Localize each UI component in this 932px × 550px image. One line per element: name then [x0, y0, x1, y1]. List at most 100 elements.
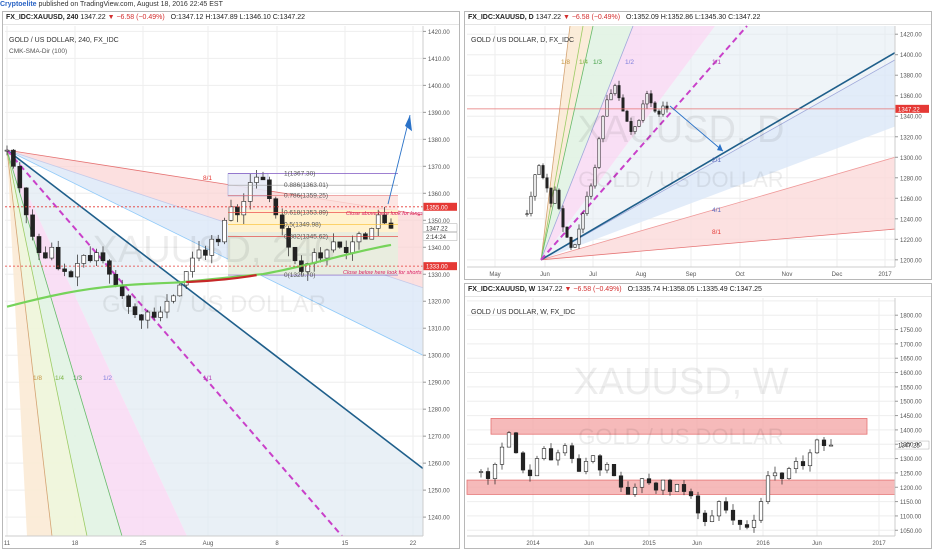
- high-value: H:1358.05: [662, 286, 695, 293]
- candle-body: [793, 461, 799, 469]
- candle-body: [17, 166, 23, 189]
- time-tick-label: Aug: [203, 541, 214, 547]
- candle-body: [541, 165, 545, 179]
- candle-body: [241, 201, 247, 216]
- candle-body: [520, 452, 526, 471]
- time-tick-label: 2014: [526, 541, 540, 547]
- candle-body: [702, 512, 708, 522]
- weekly-chart-svg[interactable]: XAUUSD, W GOLD / US DOLLAR 1347.25 GOLD / U…: [465, 284, 931, 548]
- price-tag-label: 2:14:24: [426, 235, 447, 241]
- author-link[interactable]: Cryptoelite: [0, 1, 37, 8]
- time-tick-label: Oct: [735, 272, 745, 278]
- candle-body: [730, 509, 736, 521]
- panel-header-weekly: FX_IDC:XAUUSD, W 1347.22 ▼ −6.58 (−0.49%…: [465, 284, 931, 297]
- price-tick-label: 1400.00: [900, 53, 922, 59]
- chart-panel-daily[interactable]: FX_IDC:XAUUSD, D 1347.22 ▼ −6.58 (−0.49%…: [464, 11, 932, 280]
- candle-body: [633, 126, 637, 132]
- price-change: ▼ −6.58 (−0.49%): [107, 14, 165, 21]
- high-value: H:1347.89: [205, 14, 238, 21]
- candle-body: [577, 228, 581, 245]
- price-tick-label: 1250.00: [900, 471, 922, 477]
- candle-body: [613, 85, 617, 94]
- watermark-name: GOLD / US DOLLAR: [578, 424, 783, 449]
- candle-body: [254, 176, 259, 183]
- candle-body: [43, 252, 48, 259]
- candle-body: [68, 271, 74, 278]
- candle-body: [537, 165, 541, 176]
- price-tick-label: 1260.00: [900, 197, 922, 203]
- candle-body: [324, 249, 330, 259]
- time-tick-label: Jun: [812, 541, 822, 547]
- fan-label: 1/8: [561, 59, 570, 66]
- fan-line: [540, 25, 634, 260]
- price-tick-label: 1320.00: [428, 300, 450, 306]
- time-tick-label: 15: [342, 541, 349, 547]
- candle-body: [209, 238, 215, 256]
- last-price: 1347.22: [535, 14, 561, 21]
- candle-body: [786, 468, 792, 479]
- candle-body: [569, 445, 575, 459]
- fib-level-label: 0.618(1353.89): [284, 209, 328, 216]
- candle-body: [139, 314, 144, 321]
- support-resistance-zone: [490, 418, 868, 435]
- candle-body: [126, 295, 131, 307]
- fan-line: [6, 150, 88, 537]
- price-tick-label: 1600.00: [900, 371, 922, 377]
- candle-body: [597, 455, 603, 471]
- chart-panel-240[interactable]: FX_IDC:XAUUSD, 240 1347.22 ▼ −6.58 (−0.4…: [2, 11, 460, 549]
- candle-body: [36, 236, 42, 253]
- candle-body: [190, 257, 195, 272]
- close-value: C:1347.25: [729, 286, 762, 293]
- candle-body: [506, 432, 512, 448]
- candle-body: [653, 102, 657, 112]
- fan-zone-blue: [7, 150, 423, 536]
- candle-body: [331, 241, 336, 251]
- projection-arrow: [387, 114, 411, 205]
- time-tick-label: Jun: [540, 272, 550, 278]
- candle-body: [660, 479, 666, 491]
- candle-body: [119, 284, 125, 297]
- symbol-label[interactable]: FX_IDC:XAUUSD, 240: [6, 14, 79, 21]
- price-tick-label: 1310.00: [428, 327, 450, 333]
- candle-body: [113, 273, 119, 286]
- candle-body: [81, 255, 87, 264]
- candle-body: [343, 246, 349, 253]
- symbol-label[interactable]: FX_IDC:XAUUSD, D: [468, 14, 534, 21]
- candle-body: [751, 519, 757, 528]
- price-tick-label: 1500.00: [900, 400, 922, 406]
- candle-body: [800, 461, 806, 467]
- candle-body: [601, 115, 605, 140]
- time-tick-label: Sep: [686, 272, 697, 278]
- candle-body: [541, 448, 547, 459]
- time-tick-label: Jun: [692, 541, 702, 547]
- candle-body: [279, 214, 285, 229]
- fan-line: [540, 25, 584, 260]
- price-tick-label: 1340.00: [428, 246, 450, 252]
- fan-label: 8/1: [712, 229, 721, 236]
- candle-body: [593, 167, 597, 187]
- chart-title: GOLD / US DOLLAR, D, FX_IDC: [471, 37, 574, 44]
- fan-line-1x1: [540, 25, 748, 261]
- fan-label: 1/1: [203, 375, 212, 382]
- price-tick-label: 1320.00: [900, 135, 922, 141]
- candle-body: [576, 458, 582, 472]
- candle-body: [548, 448, 554, 461]
- candle-body: [23, 187, 29, 216]
- daily-chart-svg[interactable]: XAUUSD, D GOLD / US DOLLAR 1/8 1/4 1/3 1/2 1/1…: [465, 12, 931, 279]
- candle-body: [553, 189, 557, 204]
- candle-body: [562, 445, 568, 454]
- fan-label: 1/4: [579, 59, 588, 66]
- fan-zone-pink: [541, 26, 715, 260]
- symbol-label[interactable]: FX_IDC:XAUUSD, W: [468, 286, 536, 293]
- fan-label: 1/2: [103, 375, 112, 382]
- fan-label: 1/3: [593, 59, 602, 66]
- chart-panel-weekly[interactable]: FX_IDC:XAUUSD, W 1347.22 ▼ −6.58 (−0.49%…: [464, 283, 932, 549]
- candle-body: [621, 97, 625, 112]
- candle-body: [183, 271, 189, 286]
- price-tick-label: 1300.00: [428, 354, 450, 360]
- projection-arrowhead: [405, 115, 412, 132]
- candle-body: [639, 478, 645, 488]
- price-tick-label: 1330.00: [428, 273, 450, 279]
- price-tick-label: 1220.00: [900, 238, 922, 244]
